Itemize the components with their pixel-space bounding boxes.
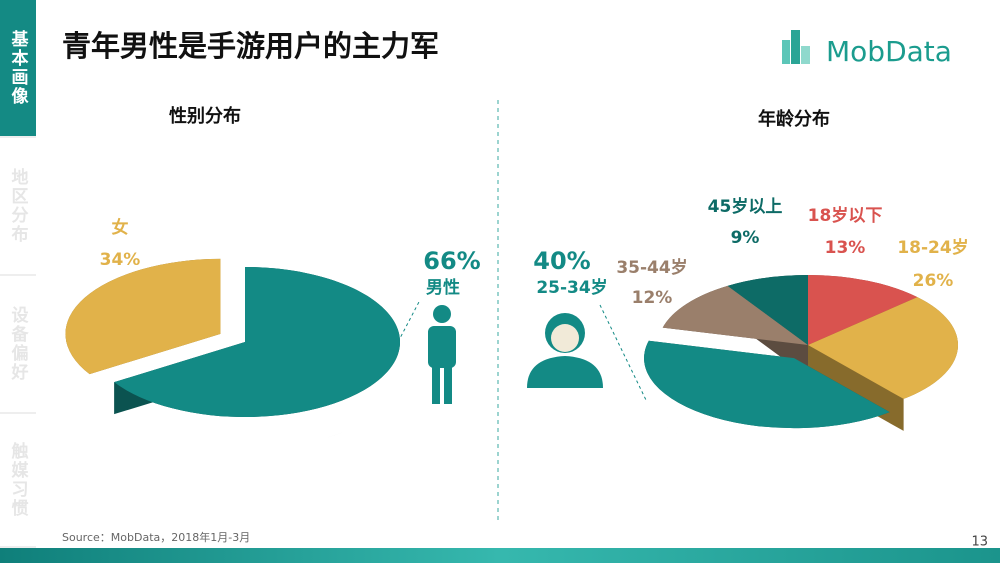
value-label: 9% — [731, 228, 760, 248]
chart-title: 性别分布 — [169, 105, 241, 127]
slice — [727, 275, 808, 345]
slice — [644, 340, 890, 429]
category-label: 18-24岁 — [897, 237, 968, 258]
value-label: 66% — [423, 247, 480, 275]
pie-tops — [644, 275, 958, 429]
footer-stripe — [0, 548, 1000, 563]
value-label: 13% — [825, 238, 866, 258]
sidebar-tab[interactable]: 触媒习惯 — [0, 414, 36, 548]
page-number: 13 — [971, 535, 988, 550]
sidebar: 基本画像 地区分布 设备偏好 触媒习惯 — [0, 0, 36, 548]
logo: MobData — [782, 30, 952, 68]
category-label: 45岁以上 — [708, 196, 783, 217]
pie-tops — [65, 258, 400, 418]
category-label: 女 — [112, 217, 129, 238]
slice — [662, 285, 808, 345]
sidebar-tab[interactable]: 设备偏好 — [0, 276, 36, 414]
category-label: 25-34岁 — [536, 277, 607, 298]
slice — [808, 275, 918, 345]
connector — [599, 304, 647, 401]
value-label: 12% — [632, 288, 673, 308]
value-label: 26% — [913, 271, 954, 291]
slice — [808, 297, 958, 399]
logo-text: MobData — [826, 35, 952, 68]
category-label: 35-44岁 — [616, 257, 687, 278]
slice — [114, 267, 400, 418]
slide-title: 青年男性是手游用户的主力军 — [62, 29, 439, 63]
value-label: 34% — [100, 250, 141, 270]
category-label: 18岁以下 — [808, 205, 883, 226]
category-label: 男性 — [426, 277, 460, 298]
source: Source：MobData，2018年1月-3月 — [62, 530, 250, 544]
sidebar-tab[interactable]: 地区分布 — [0, 138, 36, 276]
chart-title: 年龄分布 — [758, 108, 830, 130]
connector — [397, 299, 421, 343]
sidebar-tab[interactable]: 基本画像 — [0, 0, 36, 138]
slice — [65, 258, 221, 375]
value-label: 40% — [533, 247, 590, 275]
female-icon — [527, 313, 603, 388]
male-icon — [428, 305, 456, 404]
